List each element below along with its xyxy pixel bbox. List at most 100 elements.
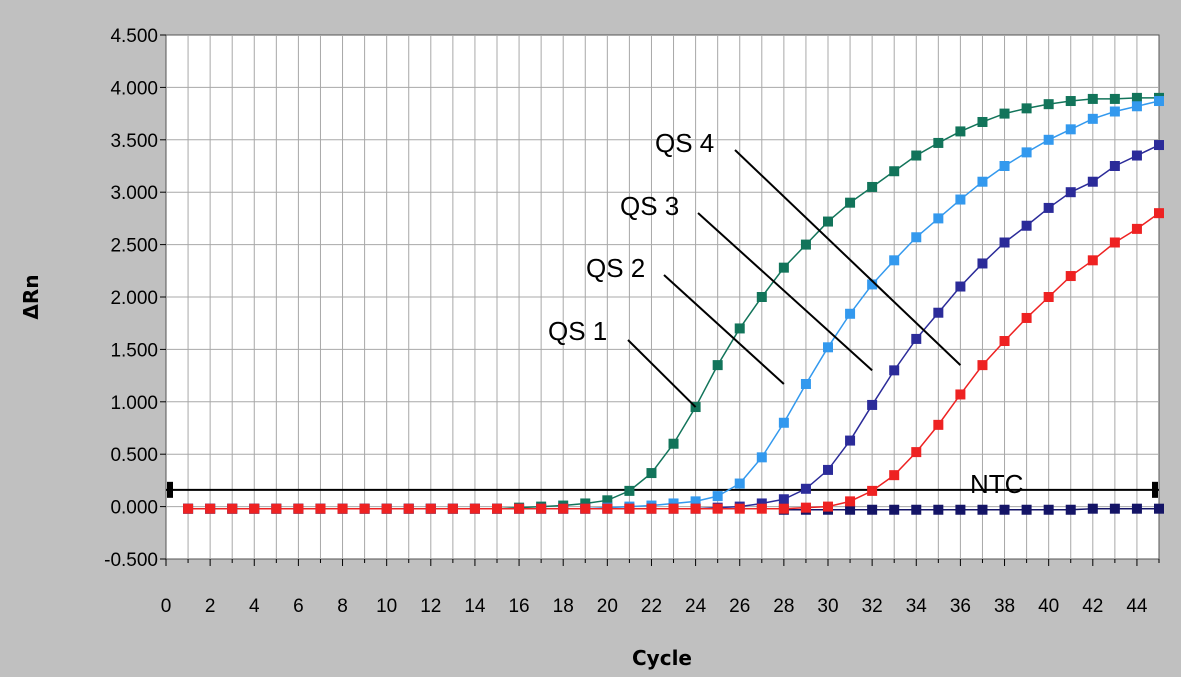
x-tick-label: 32 — [862, 596, 883, 617]
data-point-qs-1 — [602, 495, 613, 506]
series-qs-4 — [183, 208, 1164, 514]
data-point-qs-2 — [1087, 113, 1098, 124]
data-point-qs-4 — [911, 447, 922, 458]
data-point-qs-4 — [293, 503, 304, 514]
threshold-layer — [166, 481, 1159, 498]
x-tick-label: 16 — [508, 596, 529, 617]
data-point-qs-3 — [845, 435, 856, 446]
data-point-qs-4 — [690, 503, 701, 514]
data-point-qs-3 — [756, 498, 767, 509]
data-point-qs-4 — [271, 503, 282, 514]
data-point-qs-2 — [756, 452, 767, 463]
annotation-label-qs-3: QS 3 — [620, 191, 679, 221]
data-point-qs-3 — [955, 281, 966, 292]
x-tick-label: 10 — [376, 596, 397, 617]
data-point-qs-4 — [800, 502, 811, 513]
data-point-qs-2 — [999, 161, 1010, 171]
data-point-ntc — [845, 504, 856, 515]
data-point-qs-4 — [492, 503, 502, 514]
data-point-qs-2 — [1043, 134, 1054, 145]
data-point-ntc — [889, 504, 900, 515]
data-point-qs-4 — [999, 336, 1010, 347]
y-axis-title: ΔRn — [19, 274, 43, 319]
data-point-qs-2 — [977, 176, 988, 187]
data-point-qs-4 — [1087, 255, 1098, 266]
data-point-qs-2 — [778, 417, 789, 428]
data-point-qs-1 — [624, 485, 635, 496]
data-point-qs-3 — [800, 483, 811, 494]
y-tick-label: -0.500 — [104, 550, 158, 571]
y-tick-label: 1.500 — [110, 340, 158, 361]
data-point-ntc — [933, 504, 944, 515]
data-point-qs-4 — [1109, 237, 1120, 248]
data-point-qs-4 — [580, 503, 591, 514]
x-tick-label: 12 — [420, 596, 441, 617]
data-point-qs-2 — [690, 496, 701, 507]
x-tick-label: 4 — [249, 596, 260, 617]
data-point-qs-3 — [778, 494, 789, 505]
data-point-qs-4 — [1021, 312, 1032, 323]
x-tick-label: 0 — [161, 596, 172, 617]
data-point-qs-4 — [734, 503, 745, 514]
data-point-qs-4 — [867, 485, 878, 496]
data-point-qs-3 — [823, 464, 833, 475]
data-point-qs-4 — [602, 503, 613, 514]
data-point-qs-2 — [1154, 96, 1164, 107]
data-point-qs-2 — [800, 378, 811, 389]
data-point-qs-4 — [624, 503, 635, 514]
x-tick-label: 38 — [994, 596, 1015, 617]
annotation-leader-line — [734, 149, 962, 366]
data-point-qs-3 — [867, 399, 878, 410]
data-point-ntc — [1043, 504, 1054, 515]
data-point-qs-4 — [558, 503, 569, 514]
x-axis-ticks: 0 2 4 6 8 10 12 14 16 18 20 22 24 26 28 30 32 34 36 38 40 42 4… — [161, 559, 1160, 617]
data-point-qs-4 — [337, 503, 348, 514]
y-tick-label: 2.000 — [110, 288, 158, 309]
data-point-qs-1 — [1087, 93, 1098, 104]
data-point-qs-4 — [315, 503, 326, 514]
x-tick-label: 24 — [685, 596, 707, 617]
data-point-qs-1 — [646, 468, 657, 479]
data-point-qs-2 — [889, 255, 900, 266]
data-point-qs-2 — [911, 232, 922, 243]
data-point-qs-1 — [778, 262, 789, 273]
y-tick-label: 0.000 — [110, 498, 158, 519]
data-point-qs-1 — [1043, 99, 1054, 110]
data-point-qs-4 — [425, 503, 436, 514]
data-point-qs-3 — [1154, 140, 1164, 151]
data-point-qs-4 — [823, 501, 833, 512]
data-point-qs-4 — [514, 503, 525, 514]
data-point-qs-2 — [712, 491, 723, 502]
data-point-qs-4 — [955, 389, 966, 400]
y-tick-label: 3.000 — [110, 183, 158, 204]
data-point-qs-1 — [580, 498, 591, 509]
x-tick-label: 42 — [1082, 596, 1103, 617]
data-point-qs-1 — [933, 137, 944, 148]
data-point-qs-3 — [1021, 220, 1032, 231]
data-point-qs-1 — [911, 150, 922, 161]
data-point-qs-1 — [734, 323, 745, 334]
threshold-handle-left — [167, 481, 173, 498]
x-tick-label: 26 — [729, 596, 750, 617]
data-point-qs-4 — [403, 503, 414, 514]
data-point-qs-1 — [1021, 103, 1032, 114]
x-tick-label: 22 — [641, 596, 662, 617]
annotation-label-qs-2: QS 2 — [586, 253, 645, 283]
data-point-qs-4 — [889, 470, 900, 481]
data-point-qs-1 — [955, 126, 966, 137]
data-point-qs-1 — [889, 166, 900, 177]
series-layer — [183, 92, 1164, 515]
y-tick-label: 0.500 — [110, 445, 158, 466]
data-point-ntc — [911, 504, 922, 515]
x-tick-label: 40 — [1038, 596, 1059, 617]
grid — [166, 35, 1159, 559]
data-point-qs-1 — [1131, 92, 1142, 103]
data-point-qs-4 — [381, 503, 392, 514]
data-point-qs-3 — [933, 307, 944, 318]
y-axis-ticks: -0.500 0.000 0.500 1.000 1.500 2.000 2.500 3.00… — [104, 26, 166, 571]
data-point-qs-4 — [447, 503, 458, 514]
data-point-qs-4 — [227, 503, 238, 514]
data-point-qs-4 — [845, 496, 856, 507]
